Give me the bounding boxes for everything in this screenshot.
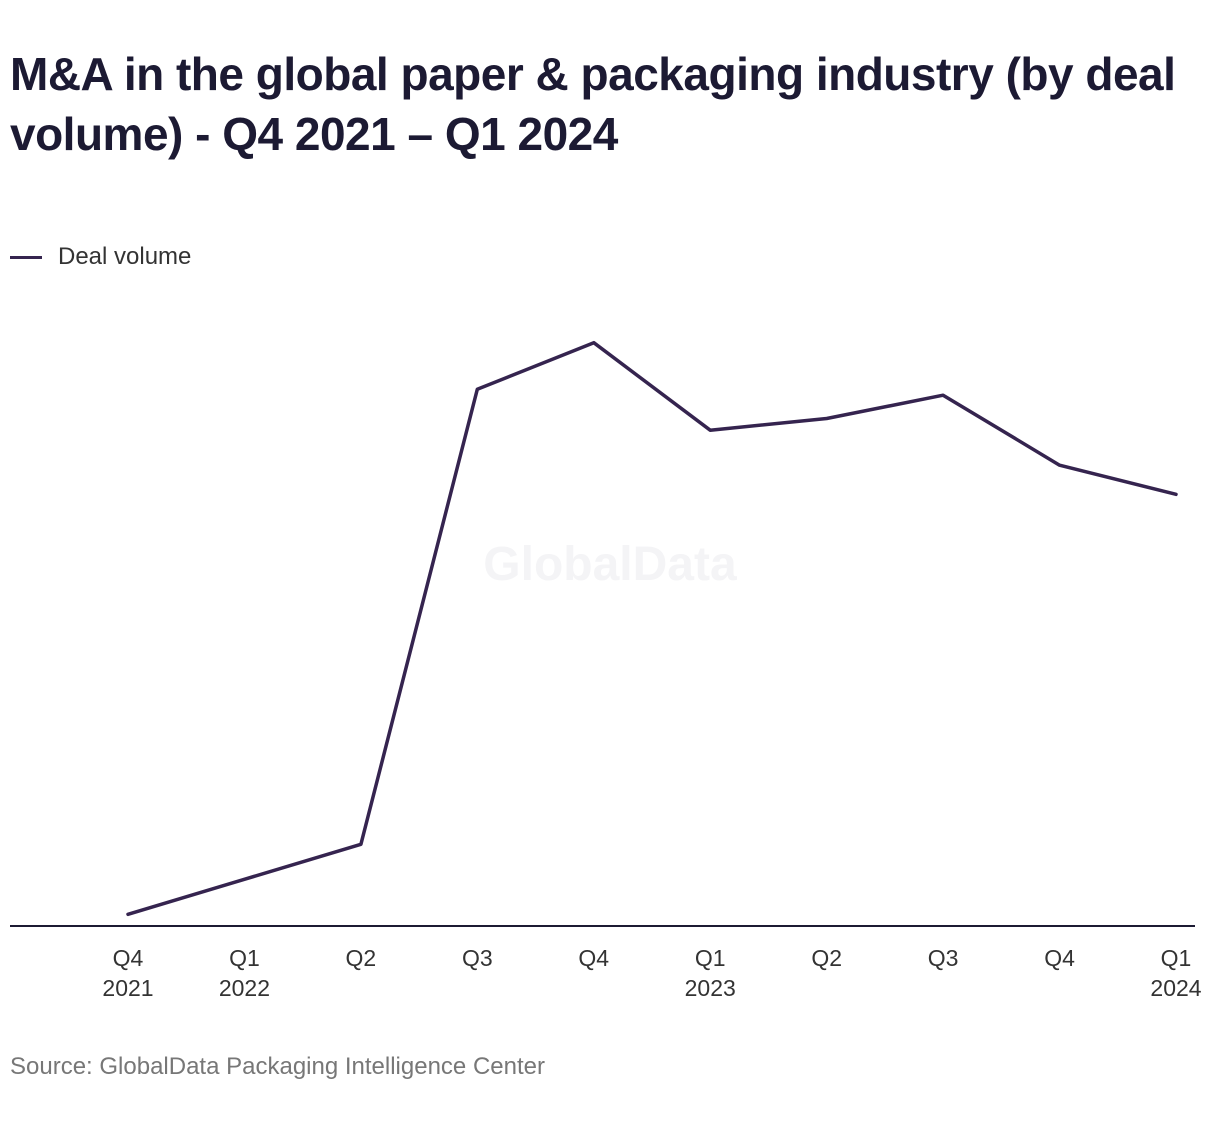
legend-swatch-deal-volume (10, 255, 42, 259)
x-tick-label-year: 2024 (1150, 975, 1201, 1001)
x-tick-label-quarter: Q3 (462, 945, 493, 971)
chart-title: M&A in the global paper & packaging indu… (10, 48, 1176, 160)
chart-legend: Deal volume (10, 242, 191, 272)
x-tick-label-quarter: Q1 (1161, 945, 1192, 971)
x-tick-label-quarter: Q4 (113, 945, 144, 971)
line-chart: GlobalData Q4 2021 Q1 2022 Q2 Q3 Q4 Q1 2023 Q2 Q3 Q… (10, 340, 1202, 1001)
series-line-deal-volume (126, 340, 1178, 917)
x-tick-label-quarter: Q1 (229, 945, 260, 971)
x-tick-label-quarter: Q3 (928, 945, 959, 971)
watermark-logo: GlobalData (483, 538, 737, 591)
x-tick-label-quarter: Q1 (695, 945, 726, 971)
x-tick-label-quarter: Q2 (346, 945, 377, 971)
x-tick-label-year: 2022 (219, 975, 270, 1001)
source-note: Source: GlobalData Packaging Intelligenc… (10, 1053, 545, 1080)
x-tick-label-year: 2023 (685, 975, 736, 1001)
x-tick-label-quarter: Q4 (578, 945, 609, 971)
x-tick-label-quarter: Q2 (811, 945, 842, 971)
legend-label-deal-volume: Deal volume (58, 243, 192, 270)
x-tick-label-quarter: Q4 (1044, 945, 1075, 971)
x-tick-label-year: 2021 (102, 975, 153, 1001)
